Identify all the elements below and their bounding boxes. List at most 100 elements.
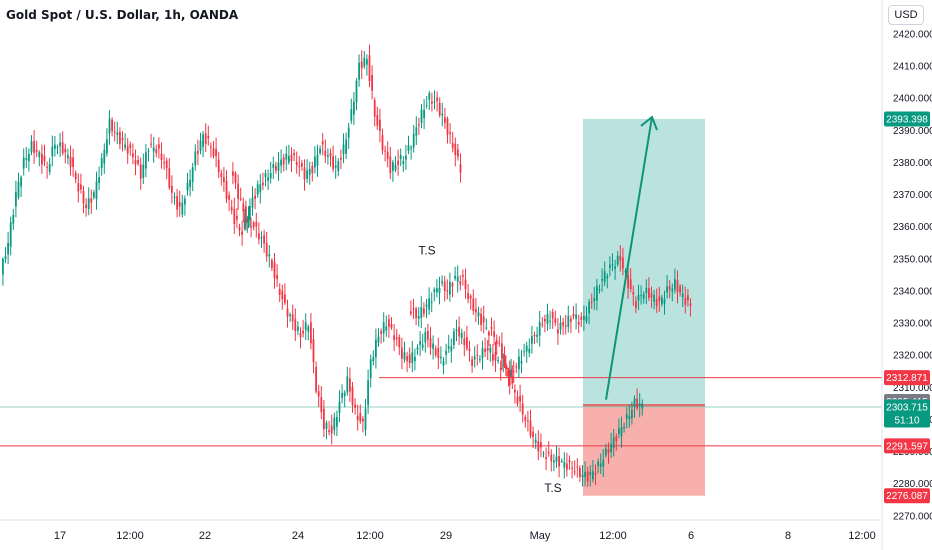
candle xyxy=(284,283,286,306)
candle xyxy=(277,152,280,181)
candle xyxy=(295,151,298,174)
candle xyxy=(505,355,507,377)
candle xyxy=(421,333,424,351)
candle xyxy=(291,304,294,331)
candle xyxy=(210,142,212,158)
candle xyxy=(254,188,256,210)
candle xyxy=(100,152,103,176)
candle xyxy=(280,149,282,174)
candle xyxy=(572,306,575,320)
candle xyxy=(184,195,186,216)
candle xyxy=(585,306,588,324)
candle xyxy=(469,294,472,310)
candle xyxy=(194,144,197,171)
candle xyxy=(495,334,498,355)
candle xyxy=(397,149,399,176)
candle xyxy=(415,116,418,145)
y-tick-label: 2390.000 xyxy=(893,126,932,137)
candle xyxy=(379,108,381,143)
candle xyxy=(98,166,100,191)
candle xyxy=(586,466,589,487)
y-tick-label: 2410.000 xyxy=(893,62,932,73)
candle xyxy=(220,169,223,186)
candle xyxy=(441,102,444,127)
candle xyxy=(429,327,432,355)
candle xyxy=(186,172,189,196)
candle xyxy=(85,198,87,217)
candle xyxy=(681,284,684,308)
support-price-tag xyxy=(884,438,930,454)
candle xyxy=(597,458,599,474)
candle xyxy=(482,305,485,334)
candle xyxy=(453,328,455,350)
position-zones xyxy=(583,118,705,496)
candle xyxy=(363,51,366,69)
candle xyxy=(273,252,276,289)
candle xyxy=(304,313,307,341)
target-price-tag-label: 2393.398 xyxy=(886,114,928,125)
candle xyxy=(485,318,488,331)
candle xyxy=(30,135,33,156)
candle xyxy=(139,157,142,190)
candle xyxy=(619,245,622,272)
candle xyxy=(475,297,477,323)
candle xyxy=(359,404,362,424)
y-tick-label: 2370.000 xyxy=(893,190,932,201)
annotation-label[interactable]: T.S xyxy=(418,243,435,257)
candle xyxy=(225,170,228,204)
annotation-label[interactable]: T.S xyxy=(544,481,561,495)
candle xyxy=(46,161,48,179)
candle xyxy=(375,328,377,369)
candle xyxy=(338,390,341,423)
candle xyxy=(451,131,454,153)
candle xyxy=(134,149,137,176)
candle xyxy=(238,223,241,237)
candle xyxy=(259,173,262,204)
candle xyxy=(557,318,559,345)
candle xyxy=(72,148,74,177)
candle xyxy=(12,208,15,230)
candle xyxy=(497,356,499,364)
candle xyxy=(414,348,416,371)
candle xyxy=(589,465,592,487)
candle xyxy=(145,144,147,178)
candle xyxy=(437,337,440,370)
candle xyxy=(650,286,653,308)
candle xyxy=(215,137,217,168)
candle xyxy=(636,388,638,411)
candle xyxy=(158,137,160,159)
candle xyxy=(486,339,489,361)
candle xyxy=(516,390,519,407)
candle xyxy=(579,465,581,483)
candle xyxy=(307,324,310,341)
candle xyxy=(645,279,648,305)
stop-zone[interactable] xyxy=(583,404,705,496)
candle xyxy=(581,465,584,487)
candle xyxy=(519,384,521,412)
candle xyxy=(258,222,260,245)
candle xyxy=(425,96,428,109)
candle xyxy=(347,122,350,149)
currency-button[interactable]: USD xyxy=(888,5,924,25)
candle xyxy=(661,294,663,307)
candle xyxy=(480,307,482,332)
candle xyxy=(620,416,623,448)
x-tick-label: 12:00 xyxy=(116,530,144,542)
candle xyxy=(420,296,423,329)
candle xyxy=(285,145,288,171)
candle xyxy=(462,269,464,286)
candle xyxy=(602,449,605,478)
candle xyxy=(393,324,395,351)
candle xyxy=(629,268,632,293)
candle xyxy=(512,360,515,383)
candle xyxy=(111,117,113,137)
candle xyxy=(523,343,525,357)
candle xyxy=(559,315,562,335)
candle xyxy=(564,314,567,335)
candle xyxy=(419,331,421,356)
candle xyxy=(493,320,495,345)
candle xyxy=(380,328,382,344)
projection-arrow-line[interactable] xyxy=(605,116,653,400)
candle xyxy=(464,268,467,299)
